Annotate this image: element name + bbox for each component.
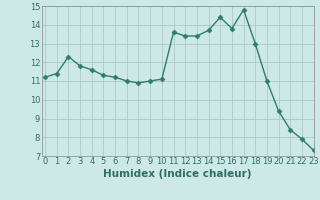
X-axis label: Humidex (Indice chaleur): Humidex (Indice chaleur): [103, 169, 252, 179]
